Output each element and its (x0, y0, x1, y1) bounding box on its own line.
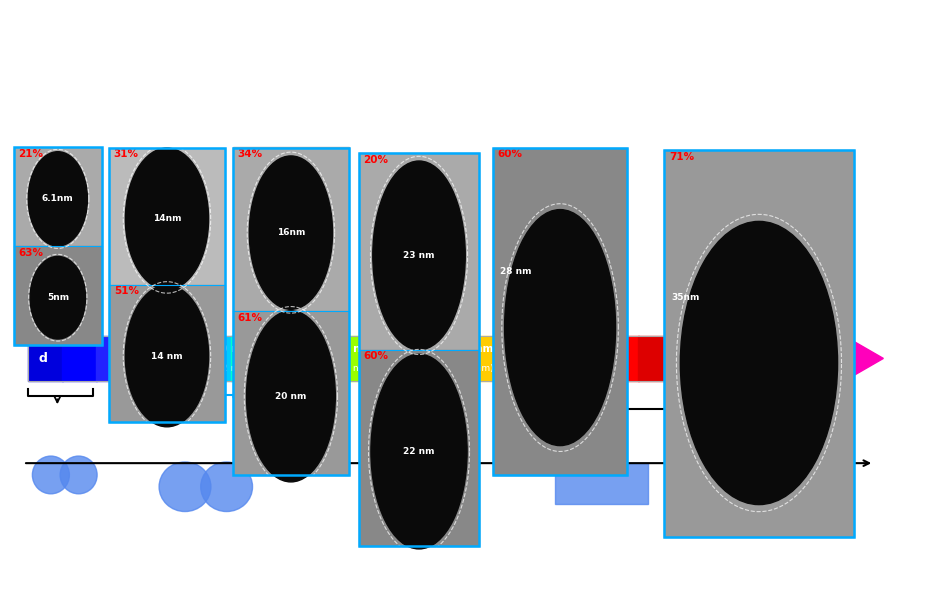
Text: 31%: 31% (114, 149, 139, 159)
Bar (164, 336, 198, 381)
Text: 35 nm: 35 nm (709, 344, 746, 353)
Bar (265, 336, 300, 381)
Text: 34%: 34% (238, 149, 263, 159)
Text: 61%: 61% (238, 313, 263, 323)
Bar (14, 148, 102, 247)
Bar (555, 463, 648, 504)
Bar (502, 336, 537, 381)
Bar (359, 153, 479, 546)
Bar (299, 336, 334, 381)
Bar (62, 336, 96, 381)
Bar (109, 285, 225, 422)
Bar (28, 336, 63, 381)
Ellipse shape (30, 257, 85, 339)
Bar (14, 247, 102, 345)
Bar (359, 153, 479, 349)
Ellipse shape (246, 311, 335, 482)
Text: (5 nm): (5 nm) (110, 363, 141, 373)
Ellipse shape (159, 462, 211, 512)
Text: (17 nm): (17 nm) (336, 363, 371, 373)
Text: (22 nm): (22 nm) (458, 363, 493, 373)
Bar (493, 148, 627, 475)
Ellipse shape (680, 221, 838, 504)
Text: 5nm: 5nm (47, 293, 68, 302)
Text: 28 nm: 28 nm (500, 267, 532, 277)
Bar (95, 336, 130, 381)
Bar (706, 336, 741, 381)
Text: 25 nm: 25 nm (563, 344, 599, 353)
Bar (493, 148, 627, 475)
Bar (435, 336, 470, 381)
Text: (27 nm): (27 nm) (563, 363, 599, 373)
Text: 71%: 71% (669, 152, 694, 162)
Bar (536, 336, 572, 381)
Bar (740, 336, 775, 381)
Bar (401, 336, 436, 381)
Bar (109, 148, 225, 422)
Bar (130, 336, 165, 381)
Polygon shape (406, 469, 467, 546)
Bar (672, 336, 707, 381)
Text: 22 nm: 22 nm (403, 447, 435, 456)
Text: d: d (39, 352, 47, 365)
Text: 20 nm: 20 nm (276, 392, 306, 401)
Text: (35 nm): (35 nm) (709, 363, 746, 373)
Text: (12 nm): (12 nm) (214, 363, 249, 373)
Text: 63%: 63% (18, 248, 43, 258)
Text: 14nm: 14nm (153, 214, 181, 224)
Bar (233, 148, 349, 312)
Ellipse shape (373, 161, 465, 350)
Ellipse shape (505, 209, 616, 445)
Bar (333, 336, 368, 381)
Text: 60%: 60% (364, 351, 388, 361)
Text: 35nm: 35nm (672, 293, 700, 302)
Ellipse shape (371, 354, 467, 549)
Bar (231, 336, 266, 381)
Text: 6.1nm: 6.1nm (42, 194, 74, 204)
Ellipse shape (32, 456, 69, 494)
Bar (808, 336, 843, 381)
Ellipse shape (250, 156, 333, 309)
Bar (28, 336, 842, 381)
Ellipse shape (201, 462, 253, 512)
Bar (197, 336, 232, 381)
Text: 23 nm: 23 nm (403, 251, 435, 260)
Bar (469, 336, 503, 381)
Bar (14, 148, 102, 345)
Bar (367, 336, 401, 381)
Bar (359, 349, 479, 546)
Bar (774, 336, 808, 381)
Text: 60%: 60% (498, 149, 523, 159)
Bar (233, 312, 349, 475)
Text: 10 nm: 10 nm (213, 344, 250, 353)
Text: 5 nm: 5 nm (111, 344, 140, 353)
Bar (604, 336, 639, 381)
Text: 15 nm: 15 nm (335, 344, 372, 353)
Bar (638, 336, 673, 381)
Bar (664, 150, 854, 537)
Ellipse shape (126, 285, 209, 427)
Text: 16nm: 16nm (277, 228, 305, 237)
Bar (571, 336, 605, 381)
Text: 20 nm: 20 nm (457, 344, 494, 353)
Ellipse shape (126, 148, 209, 290)
Text: 21%: 21% (18, 149, 43, 159)
Text: 51%: 51% (114, 287, 139, 296)
Ellipse shape (60, 456, 97, 494)
Bar (664, 150, 854, 537)
Bar (233, 148, 349, 475)
Text: 20%: 20% (364, 155, 388, 165)
Ellipse shape (28, 152, 87, 246)
Bar (109, 148, 225, 285)
Text: 14 nm: 14 nm (151, 352, 183, 360)
Polygon shape (840, 333, 883, 384)
